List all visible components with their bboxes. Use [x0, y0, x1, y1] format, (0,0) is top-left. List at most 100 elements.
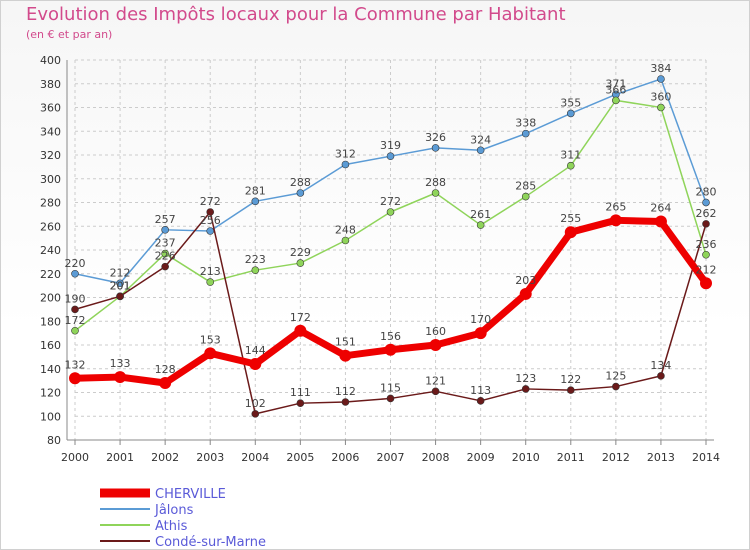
- data-label-cherville: 144: [245, 344, 266, 357]
- data-label-conde: 123: [515, 372, 536, 385]
- point-conde: [206, 208, 215, 216]
- y-tick-label: 280: [40, 197, 61, 210]
- point-athis: [296, 259, 305, 267]
- point-athis: [71, 326, 79, 335]
- data-label-conde: 111: [290, 386, 311, 399]
- legend-label-conde: Condé-sur-Marne: [155, 535, 266, 550]
- x-tick-label: 2003: [196, 451, 224, 464]
- point-cherville: [204, 347, 217, 360]
- point-athis: [161, 249, 169, 258]
- point-jalons: [521, 129, 530, 138]
- point-athis: [431, 189, 440, 197]
- point-athis: [702, 250, 710, 259]
- y-tick-label: 160: [40, 339, 61, 352]
- data-label-jalons: 371: [605, 77, 626, 90]
- point-cherville: [384, 343, 397, 356]
- data-label-conde: 190: [65, 292, 86, 305]
- y-tick-label: 180: [40, 315, 61, 328]
- y-tick-label: 380: [40, 78, 61, 91]
- data-label-conde: 125: [605, 370, 626, 383]
- data-label-cherville: 212: [696, 263, 717, 276]
- x-tick-label: 2002: [151, 451, 179, 464]
- point-cherville: [474, 327, 487, 340]
- data-label-conde: 112: [335, 385, 356, 398]
- data-label-conde: 134: [650, 359, 671, 372]
- point-conde: [702, 220, 710, 228]
- data-label-cherville: 172: [290, 311, 311, 324]
- point-conde: [161, 262, 169, 271]
- point-jalons: [657, 75, 665, 83]
- point-jalons: [431, 144, 440, 152]
- data-label-conde: 226: [155, 250, 176, 263]
- x-tick-label: 2014: [692, 451, 720, 464]
- point-jalons: [116, 279, 124, 288]
- point-cherville: [700, 277, 712, 290]
- data-label-cherville: 264: [650, 202, 671, 215]
- point-jalons: [476, 146, 485, 155]
- point-cherville: [249, 358, 262, 370]
- point-jalons: [702, 198, 710, 207]
- chart-subtitle: (en € et par an): [26, 28, 113, 41]
- y-tick-label: 80: [47, 434, 61, 447]
- data-label-jalons: 212: [110, 266, 131, 279]
- point-athis: [341, 236, 350, 245]
- point-jalons: [71, 269, 79, 278]
- data-label-cherville: 265: [605, 200, 626, 213]
- data-label-jalons: 324: [470, 133, 491, 146]
- y-tick-label: 320: [40, 149, 61, 162]
- data-label-jalons: 312: [335, 148, 356, 161]
- data-label-jalons: 384: [650, 62, 671, 75]
- data-label-athis: 311: [560, 149, 581, 162]
- point-athis: [566, 161, 575, 170]
- data-label-athis: 248: [335, 224, 356, 237]
- data-label-athis: 229: [290, 246, 311, 259]
- point-jalons: [566, 109, 575, 118]
- data-label-athis: 236: [696, 238, 717, 251]
- point-cherville: [294, 324, 307, 337]
- data-label-athis: 285: [515, 180, 536, 193]
- point-cherville: [114, 371, 127, 384]
- y-tick-label: 140: [40, 363, 61, 376]
- data-label-athis: 213: [200, 265, 221, 278]
- point-athis: [206, 278, 215, 286]
- x-tick-label: 2009: [467, 451, 495, 464]
- data-label-conde: 201: [110, 279, 131, 292]
- x-tick-label: 2010: [512, 451, 540, 464]
- x-tick-label: 2004: [241, 451, 269, 464]
- data-label-athis: 237: [155, 237, 176, 250]
- data-label-cherville: 170: [470, 313, 491, 326]
- point-jalons: [251, 197, 260, 206]
- data-label-jalons: 326: [425, 131, 446, 144]
- point-jalons: [296, 189, 305, 197]
- data-label-athis: 261: [470, 208, 491, 221]
- point-athis: [476, 221, 485, 229]
- y-tick-label: 120: [40, 387, 61, 400]
- data-label-conde: 121: [425, 374, 446, 387]
- data-label-jalons: 220: [65, 257, 86, 270]
- point-conde: [251, 410, 260, 418]
- point-conde: [612, 382, 620, 391]
- x-tick-label: 2000: [61, 451, 89, 464]
- point-conde: [566, 386, 575, 394]
- x-tick-label: 2012: [602, 451, 630, 464]
- y-tick-label: 340: [40, 125, 61, 138]
- data-label-conde: 272: [200, 195, 221, 208]
- data-label-jalons: 257: [155, 213, 176, 226]
- data-label-jalons: 256: [200, 214, 221, 227]
- point-conde: [476, 397, 485, 405]
- point-jalons: [341, 160, 350, 169]
- point-jalons: [206, 227, 215, 235]
- data-label-jalons: 288: [290, 176, 311, 189]
- data-label-conde: 115: [380, 381, 401, 394]
- point-athis: [612, 96, 620, 105]
- point-conde: [386, 394, 395, 403]
- point-cherville: [429, 339, 442, 351]
- chart-title: Evolution des Impôts locaux pour la Comm…: [26, 4, 566, 25]
- y-tick-label: 400: [40, 54, 61, 67]
- y-tick-label: 220: [40, 268, 61, 281]
- point-conde: [296, 399, 305, 407]
- data-label-conde: 262: [696, 207, 717, 220]
- data-label-athis: 366: [605, 83, 626, 96]
- x-tick-label: 2001: [106, 451, 134, 464]
